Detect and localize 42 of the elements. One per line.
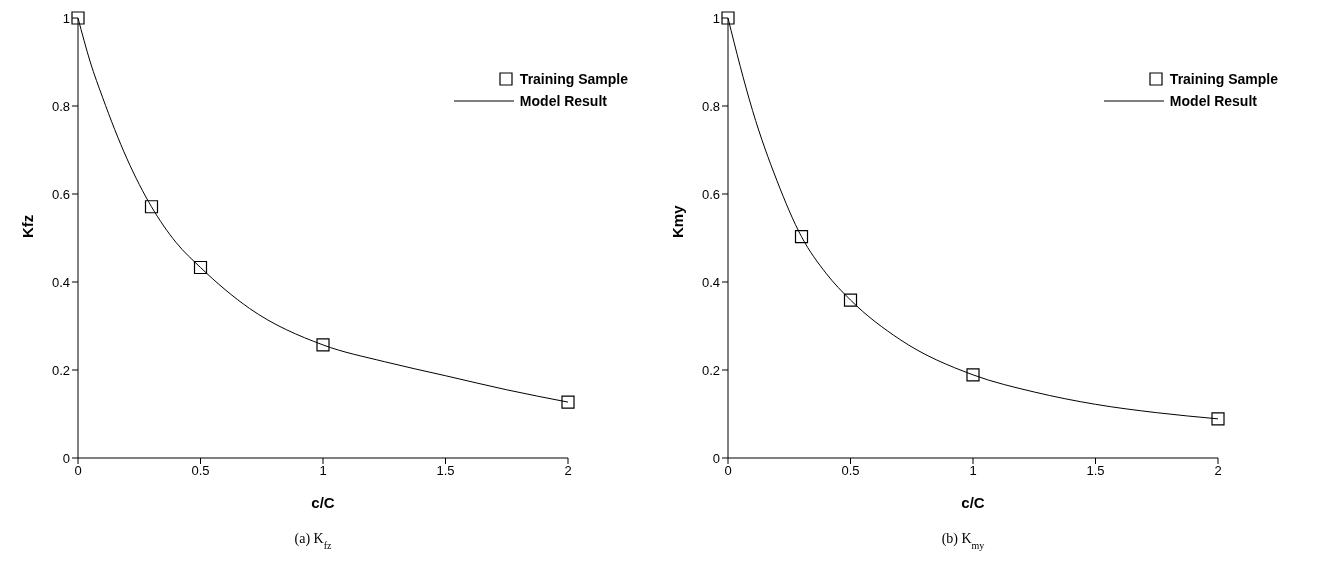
y-tick-label: 0.4 (701, 274, 720, 290)
x-tick-label: 1 (969, 463, 977, 479)
x-tick-label: 1.5 (1086, 463, 1105, 479)
x-tick-label: 0.5 (191, 463, 210, 479)
point (794, 230, 809, 244)
legend-label: Training Sample (519, 71, 628, 87)
point (721, 11, 735, 25)
y-tick-label: 0.8 (701, 98, 720, 114)
x-tick-label: 0.5 (841, 463, 860, 479)
y-axis-title: Kmy (669, 204, 687, 238)
y-axis-title: Kfz (19, 214, 37, 238)
point (843, 293, 858, 307)
text: (a) K$_{fz}$ (294, 531, 333, 551)
point (561, 395, 575, 409)
x-tick-label: 2 (564, 463, 572, 479)
point (193, 260, 208, 275)
point (316, 338, 330, 352)
x-axis-title: c/C (311, 494, 335, 511)
x-tick-label: 2 (1214, 463, 1222, 479)
point (966, 368, 980, 382)
point (1211, 412, 1225, 426)
y-tick-label: 0.2 (51, 362, 70, 378)
y-tick-label: 0.8 (51, 98, 70, 114)
y-tick-label: 0 (62, 450, 70, 466)
text: (b) K$_{my}$ (941, 531, 985, 551)
legend-label: Model Result (1169, 93, 1257, 109)
y-tick-label: 0 (712, 450, 720, 466)
point (71, 11, 85, 25)
y-tick-label: 1 (712, 10, 720, 26)
x-tick-label: 1 (319, 463, 327, 479)
y-tick-label: 1 (62, 10, 70, 26)
x-tick-label: 0 (74, 463, 82, 479)
legend-label: Training Sample (1169, 71, 1278, 87)
x-tick-label: 1.5 (436, 463, 455, 479)
x-axis-title: c/C (961, 494, 985, 511)
point (144, 200, 159, 214)
y-tick-label: 0.4 (51, 274, 70, 290)
x-tick-label: 0 (724, 463, 732, 479)
y-tick-label: 0.6 (51, 186, 70, 202)
y-tick-label: 0.6 (701, 186, 720, 202)
legend-label: Model Result (519, 93, 607, 109)
y-tick-label: 0.2 (701, 362, 720, 378)
